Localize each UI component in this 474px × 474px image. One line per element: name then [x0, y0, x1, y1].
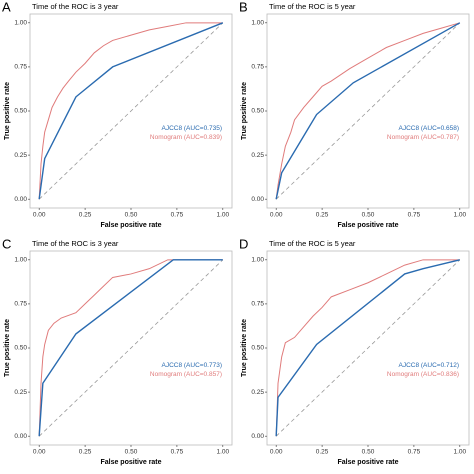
y-tick-label: 1.00	[251, 257, 264, 264]
roc-curve	[275, 259, 460, 437]
reference-diagonal	[275, 259, 461, 437]
x-tick-label: 0.25	[79, 449, 92, 456]
x-axis-label: False positive rate	[337, 459, 398, 466]
x-tick-label: 0.25	[79, 212, 92, 219]
x-tick-label: 1.00	[453, 449, 466, 456]
y-tick-label: 0.25	[14, 389, 27, 396]
y-axis-label: True positive rate	[241, 82, 248, 140]
y-axis-label: True positive rate	[4, 319, 11, 377]
y-tick-label: 1.00	[251, 20, 264, 27]
x-tick-label: 0.75	[171, 449, 184, 456]
legend-entry: AJCC8 (AUC=0.735)	[161, 125, 222, 132]
roc-curve	[275, 22, 460, 200]
y-tick-label: 0.75	[251, 301, 264, 308]
roc-curve	[38, 22, 223, 200]
x-tick-label: 0.00	[270, 449, 283, 456]
x-tick-label: 1.00	[453, 212, 466, 219]
panel-title: Time of the ROC is 5 year	[269, 2, 356, 11]
reference-diagonal	[38, 22, 224, 200]
legend-entry: Nomogram (AUC=0.836)	[387, 371, 459, 378]
y-tick-label: 0.50	[251, 345, 264, 352]
x-tick-label: 1.00	[216, 449, 229, 456]
y-tick-label: 0.50	[14, 345, 27, 352]
x-axis-label: False positive rate	[100, 459, 161, 466]
y-tick-label: 0.00	[14, 433, 27, 440]
y-tick-label: 1.00	[14, 20, 27, 27]
roc-curve	[275, 259, 460, 437]
x-tick-label: 0.50	[362, 212, 375, 219]
panel-letter: C	[2, 236, 11, 251]
y-axis-label: True positive rate	[241, 319, 248, 377]
x-tick-label: 0.00	[270, 212, 283, 219]
x-tick-label: 0.00	[33, 449, 46, 456]
roc-curve	[275, 22, 461, 200]
legend-entry: AJCC8 (AUC=0.712)	[398, 362, 459, 369]
x-axis-label: False positive rate	[337, 222, 398, 229]
y-tick-label: 0.25	[251, 389, 264, 396]
roc-curve	[38, 259, 223, 437]
x-tick-label: 0.25	[316, 212, 329, 219]
panel-title: Time of the ROC is 3 year	[32, 2, 119, 11]
y-tick-label: 0.75	[14, 301, 27, 308]
y-tick-label: 0.50	[251, 108, 264, 115]
y-tick-label: 1.00	[14, 257, 27, 264]
y-tick-label: 0.75	[14, 64, 27, 71]
x-tick-label: 0.25	[316, 449, 329, 456]
reference-diagonal	[275, 22, 461, 200]
panel-title: Time of the ROC is 3 year	[32, 239, 119, 248]
y-tick-label: 0.25	[251, 152, 264, 159]
y-tick-label: 0.50	[14, 108, 27, 115]
legend-entry: AJCC8 (AUC=0.658)	[398, 125, 459, 132]
x-axis-label: False positive rate	[100, 222, 161, 229]
x-tick-label: 0.50	[125, 449, 138, 456]
panel-title: Time of the ROC is 5 year	[269, 239, 356, 248]
x-tick-label: 0.50	[125, 212, 138, 219]
panel-letter: D	[239, 236, 248, 251]
y-tick-label: 0.00	[251, 196, 264, 203]
legend-entry: Nomogram (AUC=0.787)	[387, 134, 459, 141]
panel-letter: A	[2, 0, 11, 14]
x-tick-label: 0.00	[33, 212, 46, 219]
y-axis-label: True positive rate	[4, 82, 11, 140]
x-tick-label: 0.75	[408, 449, 421, 456]
legend-entry: Nomogram (AUC=0.839)	[150, 134, 222, 141]
panel-letter: B	[239, 0, 248, 14]
x-tick-label: 0.75	[171, 212, 184, 219]
y-tick-label: 0.00	[251, 433, 264, 440]
y-tick-label: 0.25	[14, 152, 27, 159]
legend-entry: Nomogram (AUC=0.857)	[150, 371, 222, 378]
roc-curve	[38, 259, 223, 437]
y-tick-label: 0.00	[14, 196, 27, 203]
roc-curve	[38, 22, 224, 200]
x-tick-label: 1.00	[216, 212, 229, 219]
x-tick-label: 0.50	[362, 449, 375, 456]
reference-diagonal	[38, 259, 224, 437]
y-tick-label: 0.75	[251, 64, 264, 71]
x-tick-label: 0.75	[408, 212, 421, 219]
legend-entry: AJCC8 (AUC=0.773)	[161, 362, 222, 369]
